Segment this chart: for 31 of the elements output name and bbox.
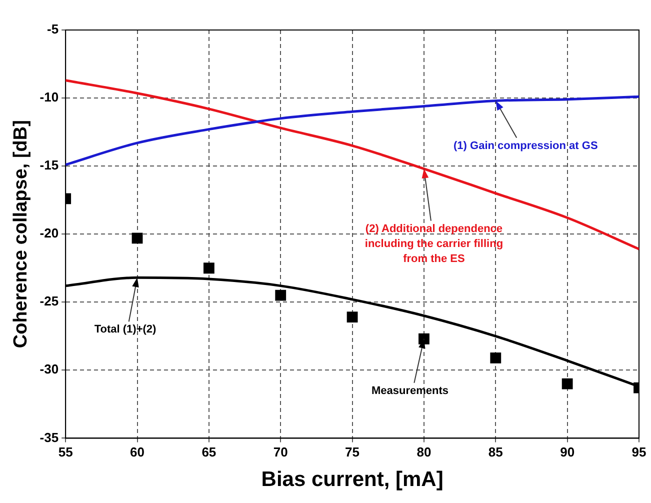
annotation: Total (1)+(2) (94, 324, 157, 336)
y-tick-label: -30 (40, 362, 59, 377)
line-series (66, 79, 639, 250)
y-tick-label: -5 (47, 22, 59, 37)
point (203, 262, 214, 274)
annotation: Measurements (371, 384, 448, 397)
x-tick-label: 95 (632, 444, 646, 460)
x-tick-label: 55 (58, 444, 73, 460)
x-tick-label: 65 (202, 444, 216, 460)
point (490, 352, 502, 364)
y-tick-label: -35 (40, 430, 59, 445)
point (562, 378, 573, 390)
x-tick-label: 90 (560, 444, 575, 460)
x-tick-label: 60 (130, 444, 144, 460)
point (418, 333, 430, 344)
x-tick-label: 75 (345, 444, 360, 460)
y-tick-label: -15 (40, 158, 59, 173)
y-tick-label: -25 (40, 294, 59, 309)
x-tick-label: 80 (416, 444, 432, 460)
point (275, 290, 286, 301)
annotation: (2) Additional dependence including the carrier filling from the ES (364, 222, 504, 265)
y-tick-label: -20 (40, 226, 59, 241)
x-axis-title: Bias current, [mA] (261, 468, 444, 492)
line-series (66, 95, 639, 166)
y-tick-label: -10 (40, 90, 59, 105)
point (132, 232, 143, 244)
point (346, 312, 358, 323)
y-axis-title: Coherence collapse, [dB] (10, 120, 32, 348)
annotation: (1) Gain compression at GS (454, 140, 598, 152)
x-tick-label: 70 (273, 444, 288, 460)
x-tick-label: 85 (488, 444, 503, 460)
